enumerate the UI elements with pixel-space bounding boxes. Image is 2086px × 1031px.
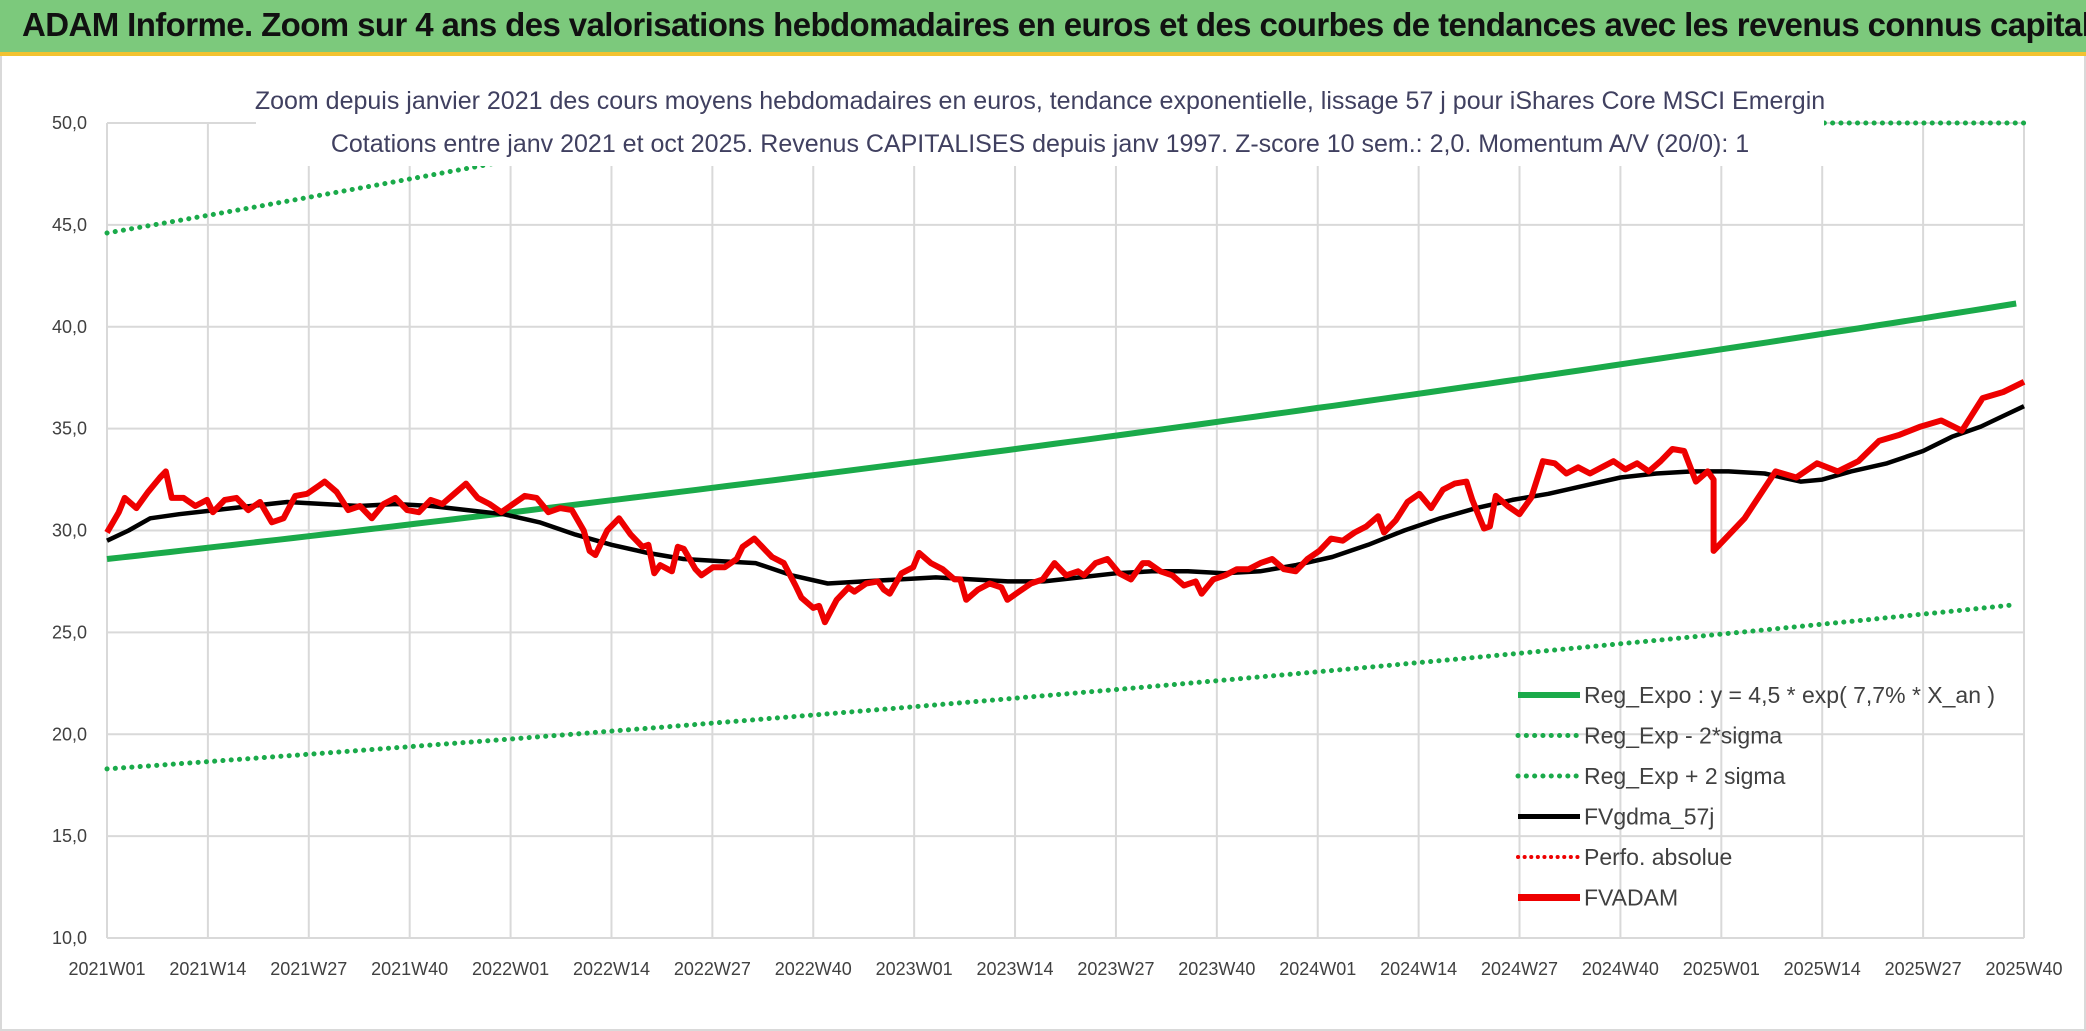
legend-label: Reg_Exp + 2 sigma: [1584, 763, 1786, 789]
x-tick-label: 2025W27: [1885, 959, 1962, 979]
legend-label: FVgdma_57j: [1584, 804, 1714, 830]
y-tick-label: 30,0: [52, 521, 87, 541]
legend-label: FVADAM: [1584, 885, 1678, 911]
y-tick-label: 15,0: [52, 826, 87, 846]
x-tick-label: 2021W27: [270, 959, 347, 979]
y-tick-label: 35,0: [52, 419, 87, 439]
y-axis: 10,0 15,0 20,0 25,0 30,0 35,0 40,0 45,0 50,0: [52, 113, 87, 948]
x-tick-label: 2024W01: [1279, 959, 1356, 979]
x-axis: 2021W01 2021W14 2021W27 2021W40 2022W01 2022W…: [68, 959, 2062, 979]
x-tick-label: 2024W40: [1582, 959, 1659, 979]
x-tick-label: 2024W14: [1380, 959, 1457, 979]
chart-title-line1: Zoom depuis janvier 2021 des cours moyen…: [255, 87, 1825, 115]
banner-accent-right: [2076, 52, 2086, 56]
x-tick-label: 2023W14: [977, 959, 1054, 979]
banner-title: ADAM Informe. Zoom sur 4 ans des valoris…: [22, 6, 2086, 43]
x-tick-label: 2022W27: [674, 959, 751, 979]
legend-label: Reg_Expo : y = 4,5 * exp( 7,7% * X_an ): [1584, 682, 1995, 708]
y-tick-label: 10,0: [52, 928, 87, 948]
x-tick-label: 2025W01: [1683, 959, 1760, 979]
title-background: [256, 76, 1824, 166]
series-reg-expo: [106, 300, 2017, 562]
x-tick-label: 2025W40: [1985, 959, 2062, 979]
legend-label: Perfo. absolue: [1584, 844, 1732, 870]
y-tick-label: 45,0: [52, 215, 87, 235]
y-tick-label: 50,0: [52, 113, 87, 133]
legend-label: Reg_Exp - 2*sigma: [1584, 723, 1782, 749]
x-tick-label: 2023W01: [876, 959, 953, 979]
x-tick-label: 2022W40: [775, 959, 852, 979]
x-tick-label: 2023W27: [1077, 959, 1154, 979]
series-fvgdma-57j: [106, 404, 2025, 586]
legend: Reg_Expo : y = 4,5 * exp( 7,7% * X_an ) R…: [1515, 682, 1995, 911]
x-tick-label: 2023W40: [1178, 959, 1255, 979]
y-tick-label: 40,0: [52, 317, 87, 337]
gridlines: [106, 122, 2025, 939]
chart-title-line2: Cotations entre janv 2021 et oct 2025. R…: [331, 130, 1749, 158]
x-tick-label: 2021W40: [371, 959, 448, 979]
series-layer: [104, 120, 2027, 772]
x-tick-label: 2022W01: [472, 959, 549, 979]
series-fvadam: [104, 379, 2026, 626]
x-tick-label: 2021W14: [169, 959, 246, 979]
y-tick-label: 20,0: [52, 724, 87, 744]
x-tick-label: 2025W14: [1784, 959, 1861, 979]
x-tick-label: 2024W27: [1481, 959, 1558, 979]
x-tick-label: 2022W14: [573, 959, 650, 979]
x-tick-label: 2021W01: [68, 959, 145, 979]
title-banner: ADAM Informe. Zoom sur 4 ans des valoris…: [0, 0, 2086, 56]
banner-accent-left: [0, 52, 10, 56]
y-tick-label: 25,0: [52, 622, 87, 642]
